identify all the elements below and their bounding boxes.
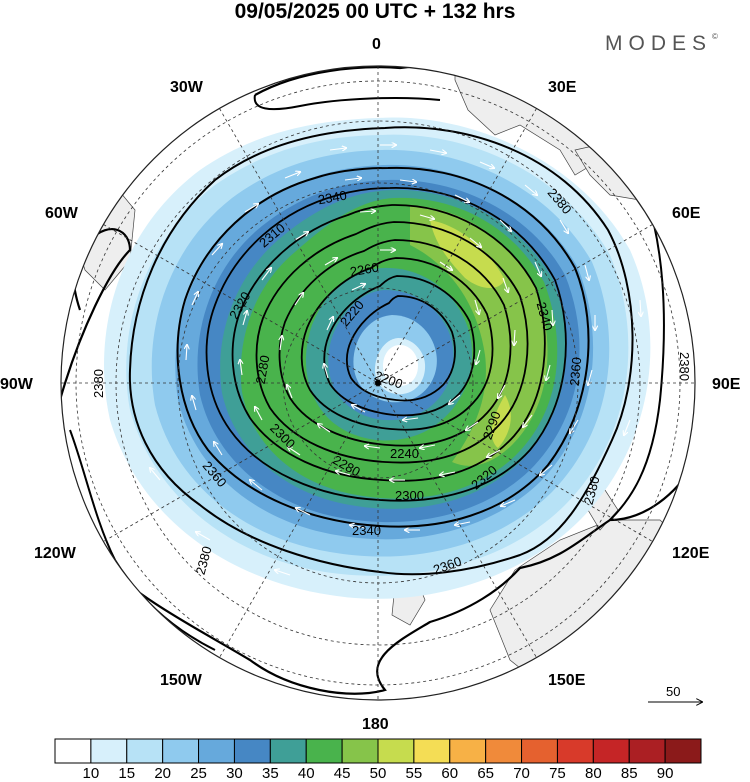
shade-50 [410, 205, 548, 466]
lon-label-30e: 30E [548, 79, 577, 96]
lon-label-150e: 150E [548, 672, 586, 689]
south-pole-marker [375, 380, 381, 386]
colorbar-swatch [341, 738, 379, 764]
colorbar-tick-label: 45 [333, 765, 351, 782]
contour-label: 2380 [193, 545, 215, 577]
contour-label: 2380 [91, 369, 106, 398]
colorbar-swatch [269, 738, 307, 764]
lon-label-0: 0 [372, 36, 381, 53]
contour-label: 2380 [581, 475, 603, 507]
colorbar-swatch [521, 738, 558, 764]
colorbar-tick-label: 10 [82, 765, 100, 782]
lon-label-150w: 150W [160, 672, 202, 689]
vector-scale-arrow [648, 696, 706, 708]
contour-label: 2360 [567, 356, 584, 386]
colorbar-tick-label: 30 [226, 765, 243, 782]
brand-name: MODES [605, 32, 713, 55]
brand-logo: MODES© [605, 32, 718, 56]
meridian-30w-150e [219, 108, 537, 658]
lon-label-60w: 60W [45, 205, 78, 222]
colorbar-tick-label: 85 [620, 765, 638, 782]
colorbar-swatch [413, 738, 451, 764]
meridian-60w-120e [103, 224, 653, 542]
colorbar-swatch [305, 738, 343, 764]
equator-ring [75, 80, 681, 686]
contour-2340 [176, 166, 590, 528]
contour-2380-top [253, 94, 441, 111]
lon-label-120w: 120W [34, 545, 76, 562]
wind-vectors [110, 120, 641, 576]
colorbar-swatch [628, 738, 666, 764]
colorbar-swatch [162, 738, 200, 764]
lon-label-60e: 60E [672, 205, 701, 222]
colorbar-tick-label: 60 [441, 765, 459, 782]
contour-2280 [255, 221, 529, 464]
lon-label-90e: 90E [712, 376, 741, 393]
colorbar-swatch [556, 738, 594, 764]
contour-2320 [205, 187, 567, 502]
colorbar [54, 738, 702, 764]
graticule [61, 66, 695, 700]
contour-label: 2380 [57, 479, 77, 510]
colorbar-tick-label: 75 [549, 765, 566, 782]
vector-scale-label: 50 [666, 684, 681, 699]
colorbar-tick-label: 70 [513, 765, 530, 782]
colorbar-tick-label: 50 [369, 765, 387, 782]
contour-label: 2260 [349, 260, 380, 280]
colorbar-tick-label: 15 [118, 765, 136, 782]
contour-label: 2340 [317, 188, 348, 208]
colorbar-tick-label: 90 [656, 765, 674, 782]
contour-2200 [345, 295, 456, 402]
colorbar-swatch [90, 738, 128, 764]
contour-2260 [278, 239, 512, 447]
colorbar-swatch [198, 738, 235, 764]
shade-55a [430, 220, 505, 289]
meridian-30e-150w [219, 108, 537, 658]
colorbar-swatch [126, 738, 164, 764]
contour-2220 [323, 275, 476, 417]
contour-2380-right [609, 179, 665, 521]
colorbar-tick-label: 65 [477, 765, 494, 782]
colorbar-tick-label: 55 [405, 765, 423, 782]
lon-label-180: 180 [362, 716, 389, 733]
meridian-60e-120w [103, 224, 653, 542]
contour-label: 2280 [253, 354, 273, 385]
colorbar-swatch [485, 738, 523, 764]
contour-label: 2240 [390, 446, 419, 461]
colorbar-tick-label: 20 [154, 765, 171, 782]
colorbar-tick-label: 80 [584, 765, 602, 782]
colorbar-swatch [233, 738, 271, 764]
map-boundary [60, 65, 696, 701]
colorbar-tick-label: 40 [297, 765, 315, 782]
contour-2240 [300, 257, 494, 431]
copyright-mark: © [712, 32, 718, 41]
contour-2300 [231, 204, 546, 482]
lon-label-120e: 120E [672, 545, 710, 562]
colorbar-tick-label: 25 [190, 765, 207, 782]
contour-2360 [128, 126, 634, 576]
colorbar-swatch [377, 738, 415, 764]
contour-label: 2340 [352, 523, 381, 538]
colorbar-swatch [592, 738, 630, 764]
map-title: 09/05/2025 00 UTC + 132 hrs [234, 0, 516, 23]
colorbar-swatch [54, 738, 92, 764]
contour-label: 2340 [534, 300, 556, 332]
shade-core [383, 345, 418, 386]
contour-label: 2380 [677, 352, 692, 381]
lon-label-30w: 30W [170, 79, 203, 96]
colorbar-swatch [449, 738, 487, 764]
lon-label-90w: 90W [0, 376, 33, 393]
colorbar-swatch [664, 738, 702, 764]
contour-label: 2300 [395, 488, 424, 503]
colorbar-tick-label: 35 [261, 765, 279, 782]
